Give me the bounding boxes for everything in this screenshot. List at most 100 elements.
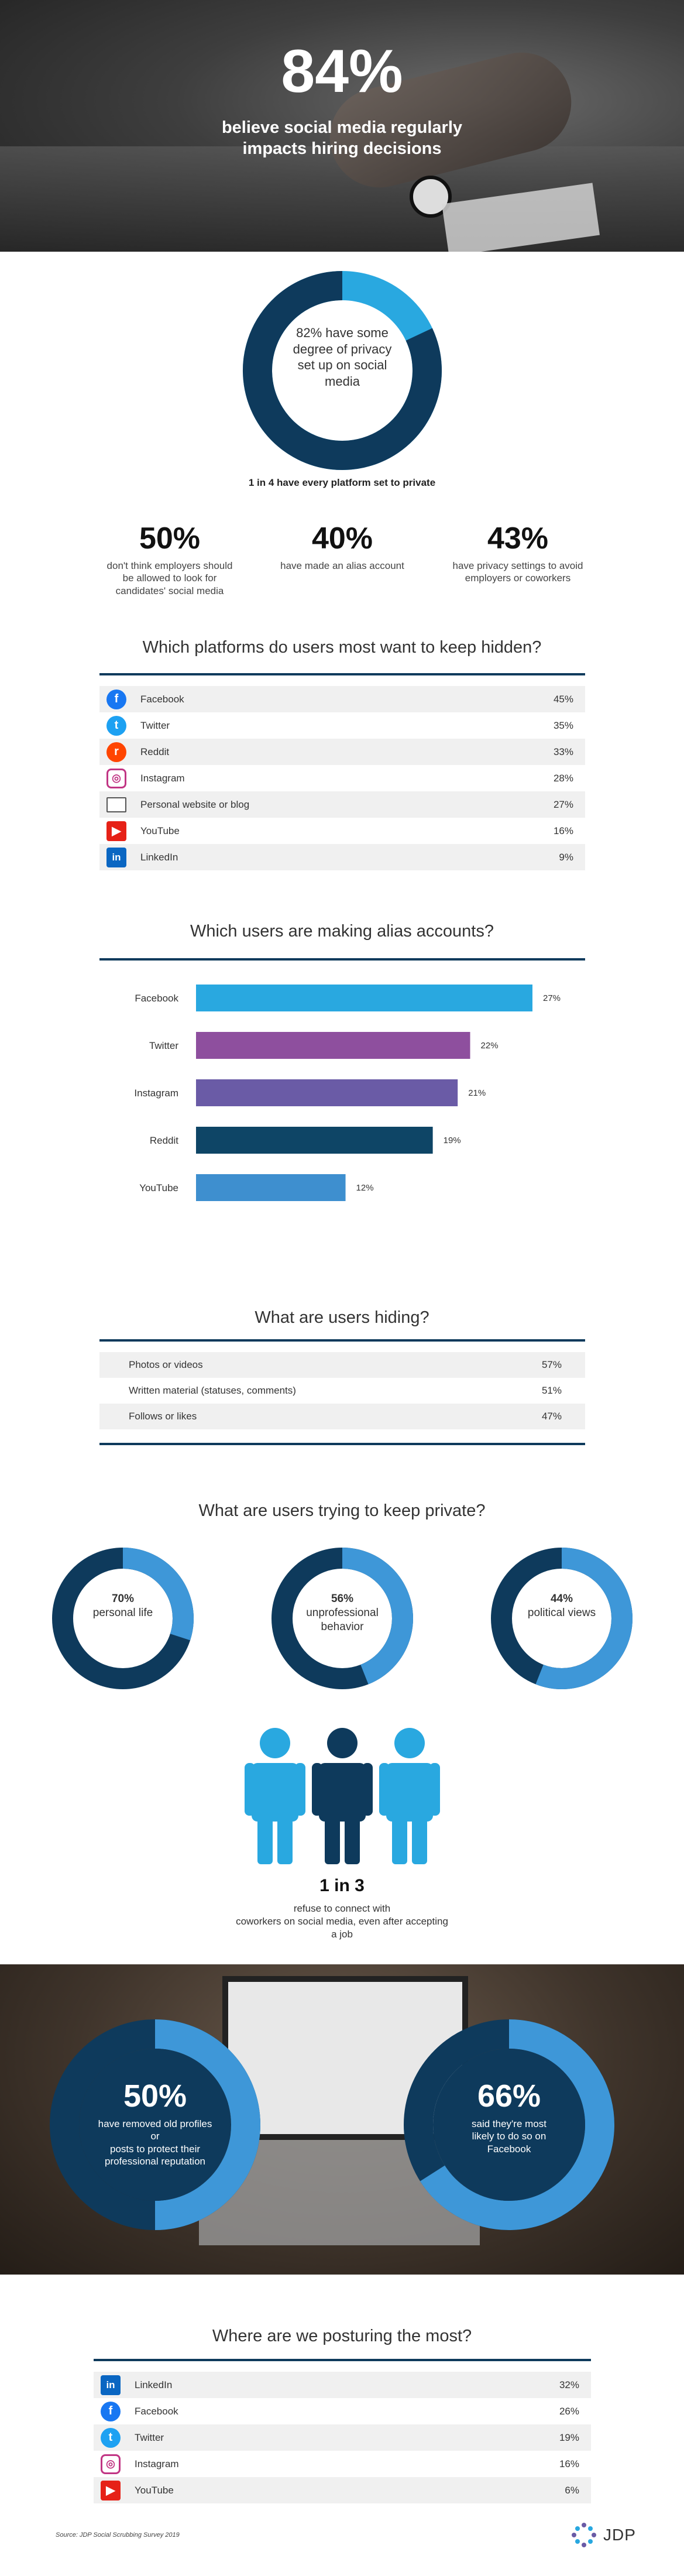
list-item: Personal website or blog 27% [99,791,585,818]
list-item-value: 16% [559,2458,579,2469]
instagram-icon: ◎ [101,2454,121,2474]
private-donut-1-label: personal life [92,1606,153,1619]
removed-2-lines: said they're most likely to do so on Fac… [448,2118,570,2155]
bar-label: YouTube [139,1182,178,1193]
list-item: r Reddit 33% [99,739,585,765]
youtube-icon: ▶ [101,2480,121,2500]
twitter-icon: t [106,715,126,736]
alias-chart-rule [99,958,585,961]
bar-label: Reddit [150,1135,178,1146]
bar [196,1174,346,1201]
hidden-platforms-list: f Facebook 45% t Twitter 35% r Reddit 33% ◎ Instag… [99,686,585,870]
jdp-logo: JDP [570,2522,636,2548]
reddit-icon: r [106,742,126,762]
private-donut-2-text: 56% unprofessional behavior [284,1592,401,1634]
donut-segment [342,1548,413,1685]
removed-1-line3: professional reputation [104,2155,205,2167]
person-icon-left [245,1728,305,1864]
jdp-logo-icon [572,2523,596,2547]
removed-2-line1: said they're most [472,2118,546,2129]
list-item-value: 35% [553,719,573,731]
donut-center [79,2049,231,2201]
laptop-icon [106,797,126,812]
hero-subtitle-line1: believe social media regularly [221,118,463,137]
list-item: in LinkedIn 9% [99,844,585,870]
private-donut-3-label: political views [527,1606,596,1619]
instagram-icon: ◎ [106,768,126,788]
list-item-label: Reddit [140,746,170,757]
stat-1-line3: candidates' social media [115,585,224,596]
removed-2-line2: likely to do so on [472,2131,546,2142]
private-donut-3-value: 44% [550,1593,573,1605]
donut-center [74,1569,172,1668]
removed-donuts [50,2019,614,2230]
list-item-label: Follows or likes [129,1411,197,1422]
list-item-label: Facebook [135,2405,178,2417]
list-item-value: 32% [559,2379,579,2390]
hiding-rule-top [99,1339,585,1342]
hidden-platforms-title: Which platforms do users most want to ke… [142,638,542,657]
list-item-label: Instagram [135,2458,179,2469]
hero-subtitle: believe social media regularly impacts h… [0,117,684,160]
person-icon-right [379,1728,440,1864]
list-item-value: 19% [559,2431,579,2443]
list-item-label: Facebook [140,693,184,705]
stat-2: 40% have made an alias account [260,521,424,572]
list-item: f Facebook 26% [94,2398,591,2424]
bar [196,1032,470,1059]
list-item-value: 28% [553,772,573,784]
twitter-icon: t [101,2427,121,2448]
list-item: Follows or likes 47% [99,1404,585,1429]
list-item-value: 27% [553,798,573,810]
stat-3-line2: employers or coworkers [465,572,571,584]
privacy-donut-text: 82% have some degree of privacy set up o… [281,325,404,389]
removed-1-lines: have removed old profiles or posts to pr… [94,2118,216,2167]
stat-1-value: 50% [139,522,201,555]
removed-1-value: 50% [123,2078,187,2114]
facebook-icon: f [101,2401,121,2421]
privacy-donut-arc [243,271,442,470]
list-item-label: YouTube [140,825,180,836]
list-item-value: 9% [559,851,573,863]
private-donut-1-text: 70% personal life [64,1592,181,1620]
list-item: t Twitter 35% [99,712,585,739]
list-item: Written material (statuses, comments) 51% [99,1378,585,1404]
stat-3-value: 43% [487,522,549,555]
coworkers-line2: coworkers on social media, even after ac… [236,1916,448,1927]
list-item-value: 6% [565,2484,579,2496]
alias-chart-title: Which users are making alias accounts? [190,922,494,941]
bar [196,1079,458,1106]
jdp-logo-text: JDP [603,2526,636,2544]
bar-value-label: 27% [543,993,561,1003]
list-item-label: Twitter [140,719,170,731]
private-donut-2-label1: unprofessional [306,1606,379,1619]
stat-1: 50% don't think employers should be allo… [88,521,252,597]
bar-value-label: 19% [444,1136,461,1145]
youtube-icon: ▶ [106,821,126,841]
list-item-value: 16% [553,825,573,836]
privacy-line1: 82% have some [296,325,389,340]
list-item-label: Written material (statuses, comments) [129,1385,296,1396]
linkedin-icon: in [106,847,126,867]
facebook-icon: f [106,689,126,709]
stat-3-line1: have privacy settings to avoid [452,560,583,571]
privacy-line4: media [325,373,360,389]
hiding-list: Photos or videos 57% Written material (sta… [99,1352,585,1429]
list-item: ◎ Instagram 16% [94,2451,591,2477]
hero-percent: 84% [281,37,403,105]
coworkers-line3: a job [331,1929,353,1940]
posturing-list: in LinkedIn 32% f Facebook 26% t Twitter 19% ◎ Ins… [94,2372,591,2503]
privacy-line3: set up on social [297,358,387,372]
removed-2-text: 66% said they're most likely to do so on… [448,2078,570,2155]
list-item: t Twitter 19% [94,2424,591,2451]
list-item: in LinkedIn 32% [94,2372,591,2398]
private-title: What are users trying to keep private? [198,1501,486,1520]
bar-label: Instagram [134,1088,178,1099]
private-donut-2-value: 56% [331,1593,354,1605]
stat-1-text: don't think employers should be allowed … [88,560,252,597]
private-donut-2-label2: behavior [321,1620,364,1633]
bar-value-label: 22% [481,1041,499,1051]
list-item-label: Personal website or blog [140,798,250,810]
donut-segment [154,2019,260,2230]
list-item-value: 57% [541,1359,562,1370]
